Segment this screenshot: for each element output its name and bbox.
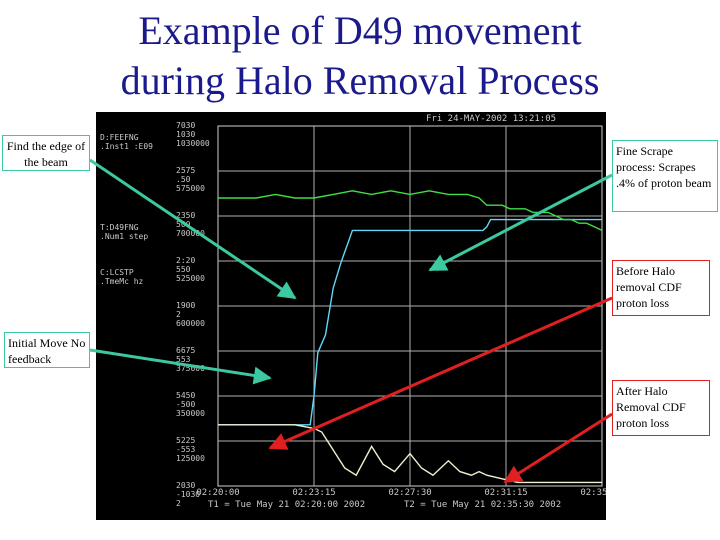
scope-header: Fri 24-MAY-2002 13:21:05 (426, 114, 556, 124)
channel-scale-label: 125000 (176, 454, 205, 463)
channel-scale-label: 2350 (176, 211, 195, 220)
x-tick-label: 02:20:00 (196, 488, 239, 498)
channel-sub: .TmeMc hz (100, 277, 144, 286)
channel-scale-label: 500 (176, 220, 191, 229)
x-tick-label: 02:23:15 (292, 488, 335, 498)
x-ticks: 02:20:00 02:23:15 02:27:30 02:31:15 02:35:30 (196, 488, 606, 498)
channel-scale-label: 350000 (176, 409, 205, 418)
channel-scale-label: 5450 (176, 391, 195, 400)
channel-scale-label: 2:20 (176, 256, 195, 265)
grid (218, 126, 602, 486)
callout-before-halo-text: Before Halo removal CDF proton loss (616, 264, 682, 310)
channel-scale-label: 550 (176, 265, 191, 274)
callout-fine-scrape: Fine Scrape process: Scrapes .4% of prot… (612, 140, 718, 212)
channel-scale-label: 1030 (176, 130, 195, 139)
footer-t1: T1 = Tue May 21 02:20:00 2002 (208, 500, 365, 510)
channel-scale-label: 553 (176, 355, 191, 364)
channel-scale-label: -553 (176, 445, 195, 454)
channel-scale-label: 1030000 (176, 139, 210, 148)
x-tick-label: 02:35:30 (580, 488, 606, 498)
x-tick-label: 02:31:15 (484, 488, 527, 498)
title-line-2: during Halo Removal Process (120, 58, 600, 103)
channel-scale-label: 575000 (176, 184, 205, 193)
callout-find-edge: Find the edge of the beam (2, 135, 90, 171)
callout-before-halo: Before Halo removal CDF proton loss (612, 260, 710, 316)
callout-fine-scrape-text: Fine Scrape process: Scrapes .4% of prot… (616, 144, 712, 190)
channel-scale-label: .50 (176, 175, 191, 184)
channel-scale-label: 375000 (176, 364, 205, 373)
channel-scale-label: 525000 (176, 274, 205, 283)
slide-title: Example of D49 movement during Halo Remo… (0, 6, 720, 106)
channel-scale-label: -1030 (176, 490, 200, 499)
channel-scale-label: -500 (176, 400, 195, 409)
scope-chart: Fri 24-MAY-2002 13:21:05 703010301030000… (100, 114, 606, 510)
channel-scale-label: 1900 (176, 301, 195, 310)
channel-scale-label: 600000 (176, 319, 205, 328)
footer-t2: T2 = Tue May 21 02:35:30 2002 (404, 500, 561, 510)
callout-initial-move: Initial Move No feedback (4, 332, 90, 368)
x-tick-label: 02:27:30 (388, 488, 431, 498)
channel-scale-label: 2 (176, 310, 181, 319)
channel-scale-label: 6675 (176, 346, 195, 355)
channel-scale-label: 2575 (176, 166, 195, 175)
callout-initial-move-text: Initial Move No feedback (8, 336, 86, 366)
channel-name: D:FEEFNG (100, 133, 139, 142)
callout-after-halo: After Halo Removal CDF proton loss (612, 380, 710, 436)
channel-scale-label: 2030 (176, 481, 195, 490)
channel-scale-label: 7030 (176, 121, 195, 130)
callout-find-edge-text: Find the edge of the beam (6, 139, 86, 169)
callout-after-halo-text: After Halo Removal CDF proton loss (616, 384, 686, 430)
channel-name: C:LCSTP (100, 268, 134, 277)
channel-sub: .Num1 step (100, 232, 148, 241)
title-line-1: Example of D49 movement (138, 8, 582, 53)
channel-sub: .Inst1 :E09 (100, 142, 153, 151)
scope-screen: Fri 24-MAY-2002 13:21:05 7030 1030 1030000… (96, 112, 606, 520)
channel-scale-label: 2 (176, 499, 181, 508)
channel-name: T:D49FNG (100, 223, 139, 232)
channel-scale-label: 5225 (176, 436, 195, 445)
channel-scale-label: 700000 (176, 229, 205, 238)
